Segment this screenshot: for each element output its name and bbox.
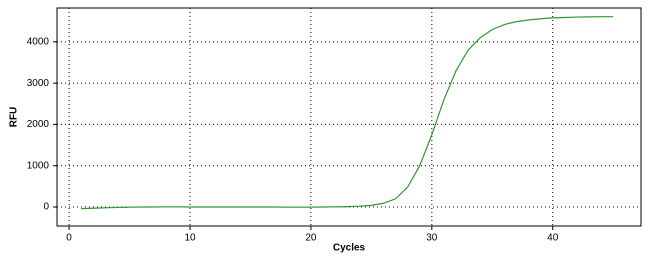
plot-area — [56, 7, 642, 227]
x-tick-label: 0 — [66, 233, 72, 244]
y-tick-label: 4000 — [27, 36, 50, 47]
y-tick-label: 1000 — [27, 160, 50, 171]
y-axis-label: RFU — [9, 107, 20, 128]
y-tick-label: 2000 — [27, 119, 50, 130]
y-tick-label: 0 — [43, 202, 49, 213]
y-tick-label: 3000 — [27, 78, 50, 89]
x-tick-label: 20 — [305, 233, 317, 244]
x-axis-label: Cycles — [333, 243, 366, 254]
x-tick-label: 30 — [426, 233, 438, 244]
x-tick-label: 10 — [184, 233, 196, 244]
data-line — [81, 16, 614, 210]
x-tick-label: 40 — [547, 233, 559, 244]
